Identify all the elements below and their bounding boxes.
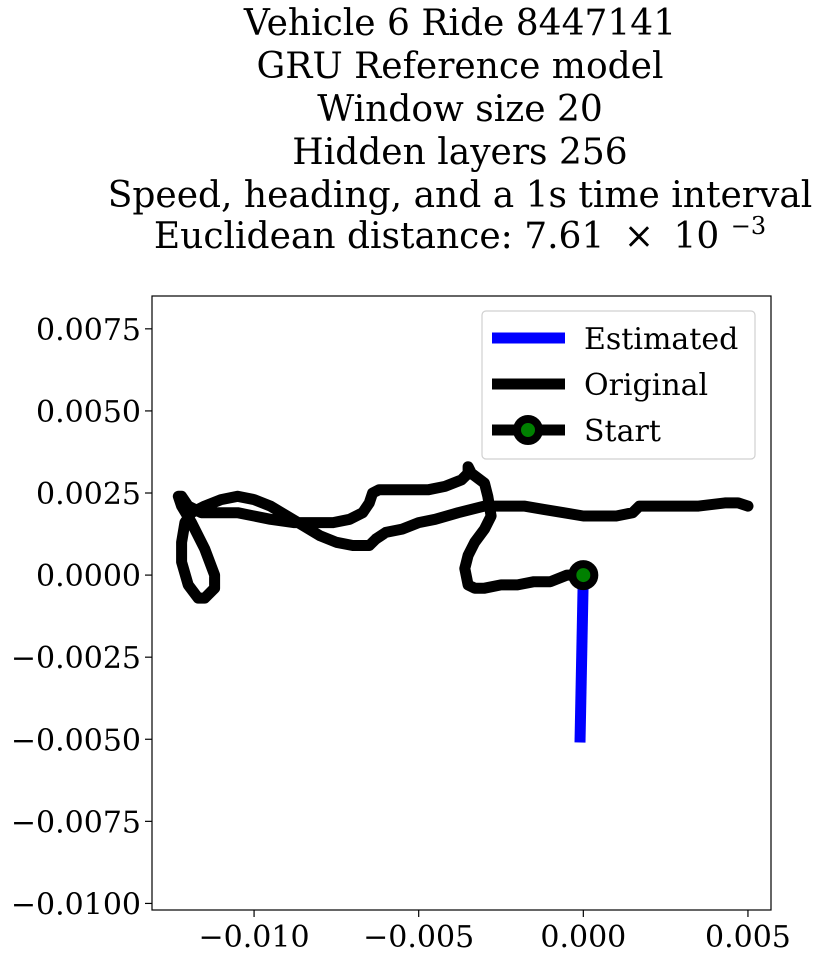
title-metric-prefix: Euclidean distance: 7.61	[154, 216, 604, 257]
legend: Estimated Original Start	[481, 310, 756, 460]
title-line-5: Speed, heading, and a 1s time interval	[108, 175, 813, 216]
legend-item-start: Start	[492, 414, 661, 449]
title-line-2: GRU Reference model	[257, 46, 664, 87]
legend-label: Estimated	[584, 322, 738, 357]
series-layer	[172, 461, 754, 743]
title-line-1: Vehicle 6 Ride 8447141	[243, 3, 676, 44]
y-tick-label: −0.0025	[11, 641, 141, 676]
y-tick-label: −0.0050	[11, 723, 141, 758]
title-line-3: Window size 20	[317, 89, 603, 130]
legend-item-original: Original	[492, 368, 708, 403]
x-tick-label: −0.010	[199, 920, 310, 955]
legend-label: Original	[584, 368, 708, 403]
axes-layer: −0.010 −0.005 0.000 0.005 0.0075 0.0050 0.0025…	[11, 295, 791, 955]
legend-box	[481, 310, 756, 460]
title-metric-times: ×	[624, 216, 654, 257]
series-line-original	[172, 461, 754, 604]
y-tick-label: 0.0075	[36, 313, 141, 348]
x-tick-label: −0.005	[363, 920, 474, 955]
title-line-6: Euclidean distance: 7.61 × 10 −3	[154, 212, 766, 257]
start-marker	[568, 560, 599, 591]
legend-label: Start	[584, 414, 661, 449]
y-tick-label: 0.0025	[36, 477, 141, 512]
title-metric-exp: −3	[731, 212, 766, 240]
legend-marker	[513, 415, 543, 445]
y-tick-label: −0.0100	[11, 887, 141, 922]
title-line-4: Hidden layers 256	[292, 132, 627, 173]
plot-frame	[151, 295, 772, 911]
chart-title: Vehicle 6 Ride 8447141 GRU Reference mod…	[108, 3, 813, 257]
x-tick-label: 0.000	[540, 920, 626, 955]
y-tick-label: −0.0075	[11, 805, 141, 840]
series-line-estimated	[574, 574, 589, 743]
legend-item-estimated: Estimated	[492, 322, 738, 357]
y-tick-label: 0.0050	[36, 395, 141, 430]
x-tick-label: 0.005	[705, 920, 791, 955]
title-metric-base: 10	[673, 216, 719, 257]
y-tick-label: 0.0000	[36, 559, 141, 594]
